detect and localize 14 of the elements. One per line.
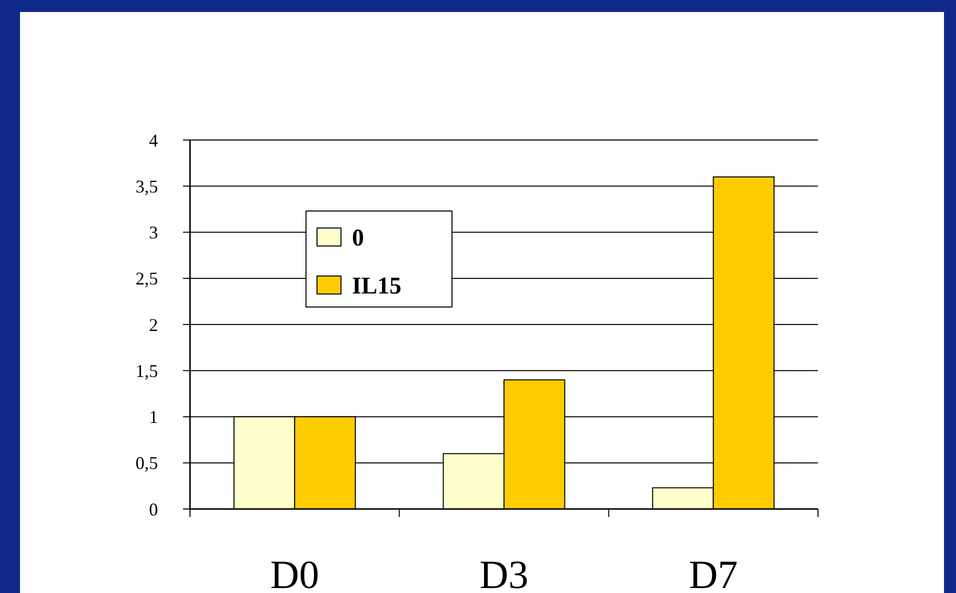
y-tick-label: 4 bbox=[149, 130, 158, 150]
legend-label: 0 bbox=[352, 225, 364, 252]
y-tick-label: 1,5 bbox=[136, 360, 158, 381]
legend-label: IL15 bbox=[352, 273, 402, 300]
y-tick-label: 2,5 bbox=[136, 268, 158, 289]
y-tick-label: 2 bbox=[149, 314, 158, 335]
x-tick-label: D7 bbox=[688, 552, 738, 593]
y-tick-label: 1 bbox=[149, 407, 158, 428]
y-tick-label: 0,5 bbox=[136, 453, 158, 474]
y-tick-label: 3 bbox=[149, 222, 158, 243]
y-tick-label: 0 bbox=[149, 499, 158, 520]
y-tick-label: 3,5 bbox=[136, 176, 158, 196]
x-tick-label: D3 bbox=[480, 552, 528, 593]
x-tick-label: D0 bbox=[270, 552, 320, 593]
